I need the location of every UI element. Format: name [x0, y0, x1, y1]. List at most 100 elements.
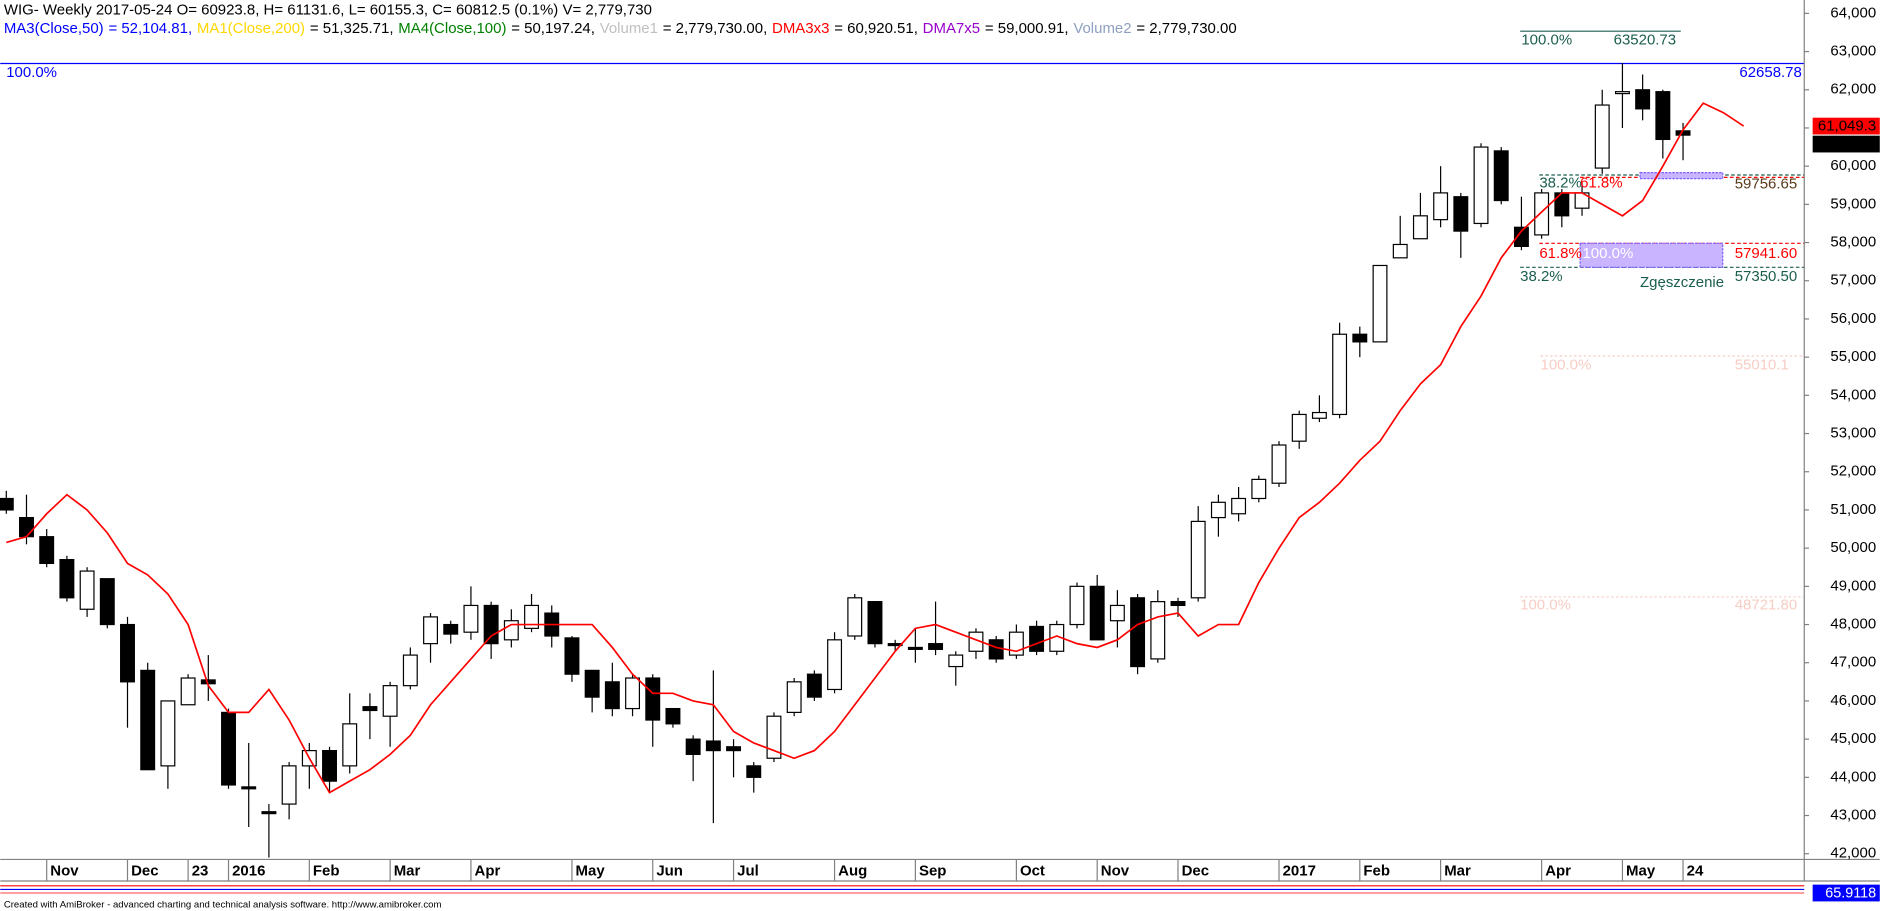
- candle-body: [625, 677, 641, 710]
- indicator-name: DMA7x5: [923, 20, 980, 37]
- candle-body: [0, 497, 14, 511]
- zone-box: [1579, 242, 1724, 268]
- y-tick-label: 59,000: [1830, 195, 1876, 212]
- fibonacci-drawings: [0, 30, 1805, 598]
- annotation: 100.0%: [1541, 357, 1592, 374]
- x-tick-label: May: [576, 862, 606, 879]
- annotation: 59756.65: [1735, 176, 1797, 193]
- candle-body: [140, 669, 156, 771]
- indicator-value: = 52,104.81,: [108, 20, 192, 37]
- candle-body: [1655, 91, 1671, 141]
- indicator-name: Volume1: [600, 20, 658, 37]
- indicator-name: MA4(Close,100): [398, 20, 506, 37]
- candle-body: [221, 711, 236, 786]
- indicator-name: MA3(Close,50): [4, 20, 104, 37]
- indicator-name: Volume2: [1073, 20, 1131, 37]
- candle-body: [1170, 601, 1186, 607]
- candle-body: [180, 677, 196, 706]
- indicator-value: = 59,000.91,: [985, 20, 1069, 37]
- candle-body: [1473, 146, 1489, 225]
- candle-body: [1251, 478, 1267, 500]
- candle-body: [928, 643, 944, 650]
- candle-body: [261, 811, 277, 815]
- candle-body: [726, 746, 742, 752]
- candle-body: [1130, 597, 1146, 668]
- y-tick-label: 45,000: [1830, 730, 1876, 747]
- candle-body: [907, 646, 923, 650]
- y-tick-label: 58,000: [1830, 234, 1876, 251]
- candle-body: [1089, 585, 1105, 641]
- x-tick-label: 24: [1687, 862, 1704, 879]
- annotation: 100.0%: [6, 64, 57, 81]
- chart-title: WIG- Weekly 2017-05-24 O= 60923.8, H= 61…: [4, 2, 652, 19]
- y-tick-label: 42,000: [1830, 845, 1876, 862]
- y-tick-label: 52,000: [1830, 463, 1876, 480]
- y-tick-label: 49,000: [1830, 577, 1876, 594]
- candle-body: [99, 578, 115, 626]
- candle-body: [1109, 604, 1125, 622]
- candle-body: [645, 677, 661, 721]
- price-marker: [1812, 117, 1880, 135]
- candle-body: [342, 723, 358, 767]
- candle-body: [705, 740, 721, 752]
- y-tick-label: 64,000: [1830, 4, 1876, 21]
- annotation: 61.8%: [1539, 245, 1581, 262]
- price-marker-label: 61,049.3: [1818, 118, 1876, 135]
- x-tick-label: Dec: [1182, 862, 1209, 879]
- price-marker: [1812, 135, 1880, 153]
- y-tick-label: 47,000: [1830, 654, 1876, 671]
- candle-body: [503, 620, 519, 641]
- candle-body: [1190, 520, 1206, 599]
- x-tick-label: Feb: [1363, 862, 1390, 879]
- indicator-value: = 60,920.51,: [834, 20, 918, 37]
- candle-body: [1392, 243, 1408, 259]
- indicator-value: = 51,325.71,: [310, 20, 394, 37]
- x-tick-label: 2017: [1283, 862, 1316, 879]
- candle-body: [1412, 215, 1428, 240]
- annotation: 57941.60: [1735, 245, 1797, 262]
- candle-body: [1210, 501, 1226, 519]
- candle-body: [79, 570, 95, 610]
- y-tick-label: 54,000: [1830, 386, 1876, 403]
- candle-body: [766, 715, 782, 759]
- x-tick-label: Dec: [131, 862, 158, 879]
- candle-body: [746, 765, 762, 778]
- annotation: 63520.73: [1614, 32, 1676, 49]
- candle-body: [160, 700, 176, 767]
- candle-body: [1069, 585, 1085, 626]
- footer: Created with AmiBroker - advanced charti…: [4, 900, 442, 911]
- candle-body: [1271, 444, 1287, 484]
- x-tick-label: 23: [192, 862, 209, 879]
- annotation: Zgęszczenie: [1640, 274, 1724, 291]
- x-tick-label: Oct: [1020, 862, 1045, 879]
- x-tick-label: Sep: [919, 862, 946, 879]
- candle-body: [564, 637, 580, 675]
- y-tick-label: 53,000: [1830, 425, 1876, 442]
- indicator-value: = 50,197.24,: [511, 20, 595, 37]
- x-tick-label: Aug: [838, 862, 867, 879]
- candle-body: [604, 681, 620, 710]
- candle-body: [1635, 89, 1651, 110]
- candle-body: [867, 601, 883, 645]
- bottom-pane-marker: [1812, 884, 1880, 902]
- annotation: 38.2%: [1539, 174, 1581, 191]
- candle-body: [1614, 91, 1630, 95]
- candle-body: [685, 738, 701, 756]
- candle-body: [423, 616, 438, 645]
- indicator-value: = 2,779,730.00,: [663, 20, 767, 37]
- candle-body: [786, 681, 802, 713]
- annotation: 55010.1: [1735, 357, 1789, 374]
- annotation: 100.0%: [1520, 596, 1571, 613]
- y-tick-label: 46,000: [1830, 692, 1876, 709]
- candle-body: [402, 654, 418, 687]
- x-tick-label: Nov: [1101, 862, 1130, 879]
- indicator-name: DMA3x3: [772, 20, 829, 37]
- candle-body: [1029, 625, 1045, 652]
- candle-body: [1352, 333, 1368, 343]
- y-tick-label: 48,000: [1830, 615, 1876, 632]
- candle-body: [584, 669, 600, 698]
- candle-body: [1594, 104, 1610, 169]
- y-tick-label: 63,000: [1830, 43, 1876, 60]
- candle-body: [1534, 192, 1550, 236]
- candle-body: [665, 707, 681, 725]
